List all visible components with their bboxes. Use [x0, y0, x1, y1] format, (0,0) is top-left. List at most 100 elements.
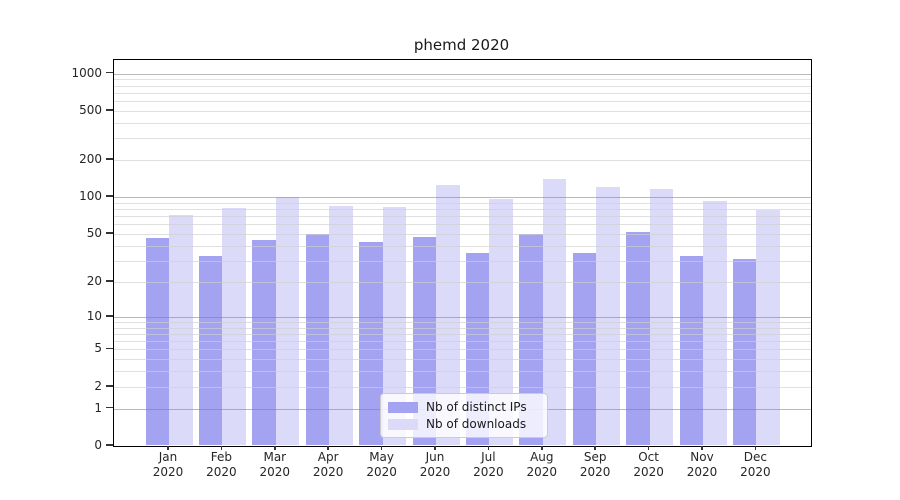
y-axis-tick-label-1: 1 [94, 400, 102, 415]
x-tick-month-aug: Aug [530, 450, 554, 464]
x-tick-year-oct: 2020 [633, 465, 664, 479]
x-tick-year-nov: 2020 [686, 465, 718, 479]
y-axis-tick-label-2: 2 [94, 378, 102, 393]
gridline-minor-2 [114, 386, 811, 388]
x-tick-year-sep: 2020 [579, 465, 611, 479]
gridline-minor-200 [114, 160, 811, 162]
bar-nb-of-downloads-aug [542, 179, 567, 446]
gridline-minor-300 [114, 138, 811, 140]
x-tick-month-apr: Apr [317, 450, 339, 464]
x-axis-tick-label-aug: Aug 2020 [514, 450, 570, 480]
x-tick-month-mar: Mar [263, 450, 287, 464]
gridline-major-10 [114, 316, 811, 318]
gridline-minor-20 [114, 281, 811, 283]
x-tick-month-oct: Oct [638, 450, 659, 464]
gridline-minor-60 [114, 224, 811, 226]
y-axis-tick-mark-10 [106, 315, 113, 317]
y-axis-tick-mark-200 [106, 158, 113, 160]
x-axis-tick-label-jul: Jul 2020 [460, 450, 516, 480]
bar-nb-of-distinct-ips-may [359, 242, 383, 446]
legend-label-distinct-ips: Nb of distinct IPs [426, 400, 527, 414]
bar-nb-of-distinct-ips-apr [305, 234, 330, 446]
x-axis-tick-mark-feb [220, 446, 223, 450]
gridline-minor-8 [114, 327, 811, 329]
x-axis-tick-mark-sep [594, 446, 596, 450]
y-axis-tick-label-500: 500 [79, 102, 102, 117]
y-axis-tick-label-10: 10 [86, 308, 102, 323]
bar-nb-of-downloads-may [382, 207, 407, 446]
bar-nb-of-distinct-ips-mar [252, 239, 276, 446]
y-axis-tick-mark-20 [106, 280, 113, 282]
gridline-major-100 [114, 197, 811, 199]
y-axis-tick-label-5: 5 [94, 341, 102, 356]
gridline-minor-800 [114, 85, 811, 87]
x-axis-tick-label-sep: Sep 2020 [567, 450, 623, 480]
gridline-minor-50 [114, 234, 811, 236]
bar-nb-of-distinct-ips-nov [679, 255, 703, 446]
gridline-minor-7 [114, 333, 811, 335]
gridline-minor-4 [114, 359, 811, 361]
x-tick-year-jun: 2020 [419, 465, 451, 479]
bar-nb-of-downloads-sep [596, 187, 620, 446]
x-axis-tick-mark-nov [701, 446, 703, 450]
x-axis-tick-mark-aug [541, 446, 543, 450]
bar-nb-of-downloads-jan [169, 215, 193, 446]
y-axis-tick-mark-5 [106, 347, 113, 350]
gridline-minor-70 [114, 216, 811, 218]
x-axis-tick-mark-mar [274, 446, 276, 450]
x-axis-tick-label-nov: Nov 2020 [674, 450, 730, 480]
y-axis-tick-label-1000: 1000 [71, 65, 102, 80]
bar-nb-of-distinct-ips-dec [732, 259, 757, 446]
x-tick-month-may: May [369, 450, 394, 464]
x-tick-year-feb: 2020 [206, 465, 237, 479]
x-axis-tick-label-jan: Jan 2020 [140, 450, 196, 480]
gridline-minor-5 [114, 349, 811, 351]
y-axis-tick-mark-2 [106, 385, 113, 387]
bar-nb-of-downloads-jun [436, 185, 460, 446]
gridline-minor-6 [114, 341, 811, 343]
gridline-minor-500 [114, 110, 811, 112]
x-tick-year-dec: 2020 [740, 465, 771, 479]
gridline-minor-40 [114, 245, 811, 247]
x-tick-month-sep: Sep [583, 450, 607, 464]
y-axis-tick-label-0: 0 [94, 438, 102, 452]
gridline-minor-30 [114, 260, 811, 262]
x-tick-year-jul: 2020 [473, 465, 504, 479]
gridline-minor-90 [114, 202, 811, 204]
x-tick-year-may: 2020 [366, 465, 397, 479]
gridline-minor-700 [114, 92, 811, 94]
x-axis-tick-mark-oct [647, 446, 650, 450]
gridline-minor-80 [114, 209, 811, 211]
y-axis-tick-mark-1000 [106, 71, 113, 74]
x-tick-month-nov: Nov [690, 450, 714, 464]
x-axis-tick-label-apr: Apr 2020 [300, 450, 356, 480]
bar-nb-of-downloads-apr [329, 205, 353, 446]
x-tick-month-jul: Jul [481, 450, 496, 464]
x-tick-month-dec: Dec [743, 450, 767, 464]
y-axis-tick-mark-1 [106, 406, 113, 409]
x-axis-tick-mark-may [380, 446, 383, 450]
x-tick-year-jan: 2020 [152, 465, 184, 479]
x-axis-tick-label-jun: Jun 2020 [407, 450, 463, 480]
x-axis-tick-label-feb: Feb 2020 [193, 450, 249, 480]
x-tick-month-jan: Jan [158, 450, 178, 464]
y-axis-tick-mark-500 [106, 109, 113, 111]
x-axis-tick-label-dec: Dec 2020 [727, 450, 783, 480]
x-axis-tick-mark-jan [167, 446, 169, 450]
x-axis-tick-mark-dec [754, 446, 757, 450]
x-axis-tick-mark-jul [487, 446, 490, 450]
x-axis-tick-mark-apr [327, 446, 329, 450]
gridline-minor-600 [114, 101, 811, 103]
x-tick-month-jun: Jun [425, 450, 445, 464]
gridline-major-1000 [114, 73, 811, 75]
bar-nb-of-distinct-ips-feb [198, 255, 223, 446]
gridline-minor-400 [114, 122, 811, 124]
x-tick-year-apr: 2020 [312, 465, 344, 479]
y-axis-tick-label-200: 200 [79, 152, 102, 167]
y-axis-tick-mark-50 [106, 232, 113, 234]
legend-item-distinct-ips: Nb of distinct IPs [388, 399, 540, 416]
x-axis-tick-mark-jun [434, 446, 436, 450]
gridline-minor-3 [114, 371, 811, 373]
y-axis-tick-mark-100 [106, 195, 113, 197]
